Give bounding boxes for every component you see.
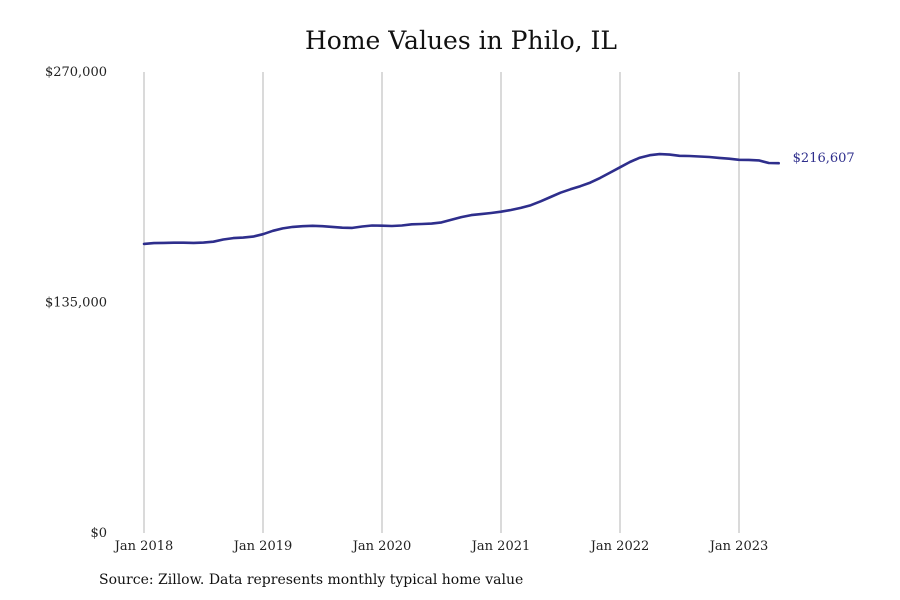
x-tick-label: Jan 2022 (589, 539, 650, 554)
x-tick-label: Jan 2020 (351, 539, 412, 554)
y-tick-label: $0 (90, 526, 107, 541)
end-value-label: $216,607 (793, 151, 855, 166)
source-note: Source: Zillow. Data represents monthly … (99, 572, 524, 588)
chart-title: Home Values in Philo, IL (304, 26, 617, 55)
y-tick-label: $270,000 (45, 65, 107, 80)
y-tick-label: $135,000 (45, 296, 107, 311)
x-tick-label: Jan 2023 (708, 539, 769, 554)
series-line (142, 152, 781, 246)
x-tick-label: Jan 2018 (113, 539, 174, 554)
x-tick-label: Jan 2019 (232, 539, 293, 554)
x-tick-label: Jan 2021 (470, 539, 531, 554)
